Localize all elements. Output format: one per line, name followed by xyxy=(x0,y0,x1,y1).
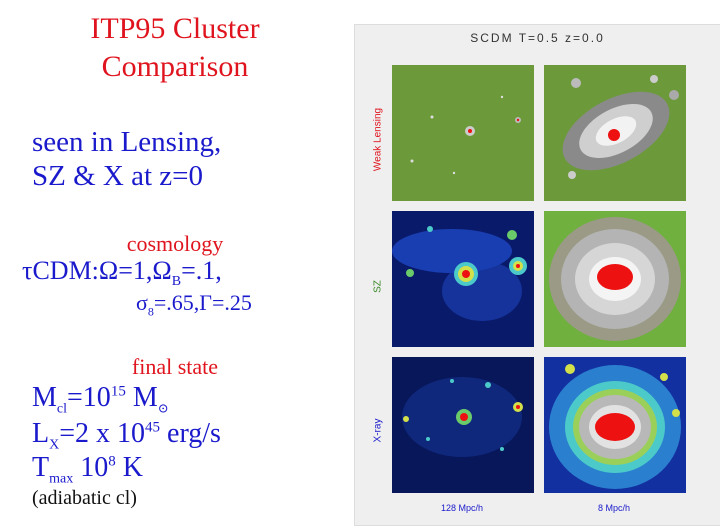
mass-unit: M xyxy=(125,382,158,413)
lx-value: =2 x 10 xyxy=(59,418,146,449)
cosmology-line-1: τCDM:Ω=1,ΩB=.1, xyxy=(22,258,222,289)
adiabatic-note: (adiabatic cl) xyxy=(32,487,137,509)
omega-b-subscript: B xyxy=(171,274,182,290)
lensing-wide-map xyxy=(392,65,534,201)
lx-unit: erg/s xyxy=(160,418,221,449)
sigma-symbol: σ xyxy=(136,290,148,315)
mass-symbol: M xyxy=(32,382,57,413)
solar-subscript: ⊙ xyxy=(157,400,169,416)
cosmology-heading: cosmology xyxy=(126,231,224,256)
mass-exponent: 15 xyxy=(110,383,126,400)
mass-value: =10 xyxy=(67,382,111,413)
t-subscript: max xyxy=(49,471,74,487)
title-line-1: ITP95 Cluster xyxy=(90,12,260,45)
t-exponent: 8 xyxy=(108,453,116,470)
sigma-gamma-values: =.65,Γ=.25 xyxy=(153,290,252,315)
lensing-zoom-map xyxy=(544,65,686,201)
sz-wide-map xyxy=(392,211,534,347)
simulation-panel: SCDM T=0.5 z=0.0 Weak Lensing SZ X-ray xyxy=(354,24,720,526)
sigma-subscript: 8 xyxy=(147,304,154,319)
sz-zoom-map xyxy=(544,211,686,347)
seen-in-line-2: SZ & X at z=0 xyxy=(32,160,203,192)
t-symbol: T xyxy=(32,452,50,483)
cosmology-omega-text: τCDM:Ω=1,Ω xyxy=(22,256,172,285)
lx-exponent: 45 xyxy=(145,419,161,436)
xray-wide-map xyxy=(392,357,534,493)
seen-in-line-1: seen in Lensing, xyxy=(32,126,222,158)
description-column: ITP95 Cluster Comparison seen in Lensing… xyxy=(0,0,350,529)
title-line-2: Comparison xyxy=(101,50,249,83)
panel-title: SCDM T=0.5 z=0.0 xyxy=(470,31,605,45)
row-label-xray: X-ray xyxy=(372,418,384,443)
cosmology-omega-b-value: =.1, xyxy=(181,256,222,285)
col-label-wide: 128 Mpc/h xyxy=(440,503,484,513)
row-label-lensing: Weak Lensing xyxy=(372,107,384,172)
xray-luminosity-line: LX=2 x 1045 erg/s xyxy=(32,420,221,453)
xray-zoom-map xyxy=(544,357,686,493)
lx-subscript: X xyxy=(49,437,60,453)
mass-subscript: cl xyxy=(56,401,68,417)
t-unit: K xyxy=(115,452,143,483)
final-state-heading: final state xyxy=(131,354,219,379)
t-value: 10 xyxy=(73,452,109,483)
cluster-mass-line: Mcl=1015 M⊙ xyxy=(32,384,169,417)
row-label-sz: SZ xyxy=(372,280,384,293)
col-label-zoom: 8 Mpc/h xyxy=(597,503,630,513)
lx-symbol: L xyxy=(32,418,50,449)
max-temperature-line: Tmax 108 K xyxy=(32,454,143,487)
cosmology-line-2: σ8=.65,Γ=.25 xyxy=(136,290,252,319)
